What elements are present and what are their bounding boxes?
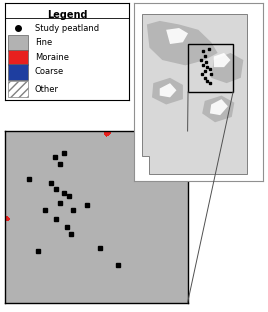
Polygon shape [142,14,247,174]
Polygon shape [147,21,218,66]
Polygon shape [166,28,188,44]
Polygon shape [214,53,230,67]
Polygon shape [160,83,176,97]
Text: Coarse: Coarse [35,67,64,76]
Bar [188,44,233,92]
Bar [8,64,28,80]
Bar [8,35,28,51]
Text: Other: Other [35,85,59,94]
Polygon shape [211,53,243,83]
Polygon shape [210,99,228,115]
Bar [8,81,28,97]
Text: Study peatland: Study peatland [35,24,99,33]
Polygon shape [202,95,234,122]
Text: Fine: Fine [35,38,52,47]
Polygon shape [152,78,183,105]
Text: Legend: Legend [47,10,87,20]
Bar [8,50,28,65]
Text: Moraine: Moraine [35,53,69,62]
